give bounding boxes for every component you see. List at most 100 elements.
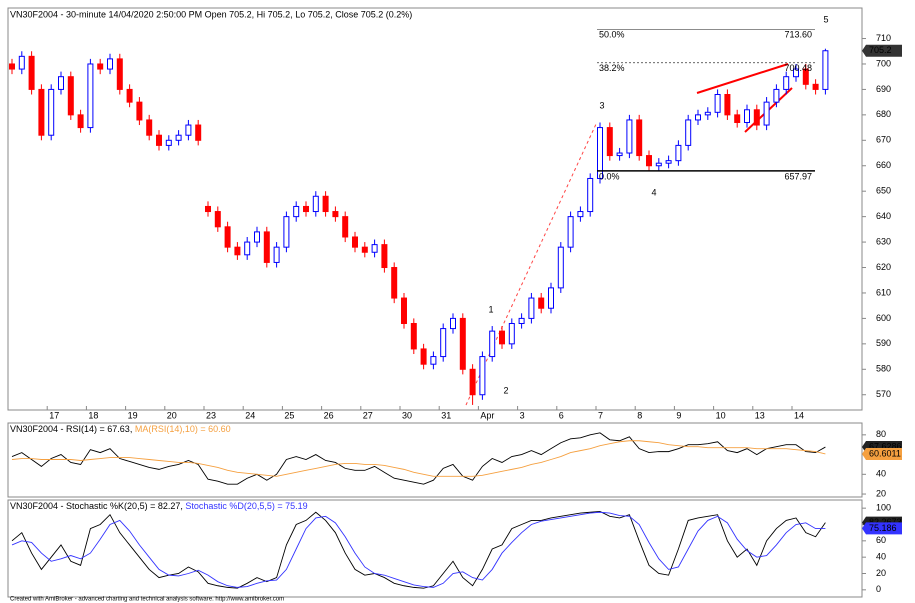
candle-body [567, 216, 574, 248]
wave-label: 2 [503, 385, 508, 395]
indicator-line [11, 511, 826, 588]
candle-body [254, 231, 260, 243]
fib-price: 713.60 [784, 30, 812, 40]
candle-body [244, 241, 251, 256]
candle-body [636, 119, 643, 157]
x-tick-label: 30 [402, 410, 412, 420]
main-pane [7, 7, 863, 411]
y-tick-label: 600 [876, 313, 891, 323]
candle-body [773, 88, 780, 103]
y-tick-label: 650 [876, 186, 891, 196]
y-tick-label: 80 [876, 429, 886, 439]
candle-body [28, 55, 35, 90]
candle-body [165, 139, 172, 146]
candle-body [450, 317, 456, 330]
candle-body [293, 205, 300, 218]
y-tick-label: 700 [876, 58, 891, 68]
candle-body [802, 68, 809, 85]
candle-body [156, 134, 162, 146]
x-tick-label: 31 [441, 410, 451, 420]
candle-body [508, 322, 515, 345]
candle-body [97, 63, 104, 70]
candle-body [205, 205, 211, 213]
fib-price: 700.48 [784, 63, 812, 73]
value-tag [862, 44, 902, 57]
candle-body [410, 322, 417, 350]
value-tag-label: 75.186 [869, 523, 897, 533]
x-tick-label: 14 [794, 410, 804, 420]
x-tick-label: 10 [716, 410, 726, 420]
candle-body [9, 63, 15, 70]
candle-body [597, 127, 603, 179]
x-tick-label: 17 [49, 410, 59, 420]
candle-body [606, 127, 613, 157]
rsi-title: VN30F2004 - RSI(14) = 67.63, MA(RSI(14),… [10, 424, 231, 434]
fib-ratio: 50.0% [599, 30, 625, 40]
candle-body [665, 160, 672, 164]
x-tick-label: 3 [520, 410, 525, 420]
candle-body [175, 134, 182, 141]
candle-body [812, 83, 819, 90]
value-tag-label: 82.2673 [869, 517, 902, 527]
candle-body [38, 88, 45, 136]
wave-line [465, 121, 598, 406]
y-tick-label: 20 [876, 488, 886, 498]
rsi-pane [7, 422, 863, 498]
candle-body [48, 88, 55, 136]
candle-body [312, 195, 319, 213]
x-tick-label: 20 [167, 410, 177, 420]
y-tick-label: 670 [876, 135, 891, 145]
y-tick-label: 660 [876, 160, 891, 170]
candle-body [352, 236, 358, 248]
candle-body [263, 231, 270, 263]
candle-body [675, 144, 682, 162]
candle-body [753, 109, 760, 126]
candle-body [67, 76, 74, 116]
candle-body [557, 246, 564, 289]
candle-body [146, 119, 153, 136]
value-tag [862, 447, 902, 460]
candle-body [685, 119, 692, 146]
value-tag-label: 60.6011 [869, 448, 901, 458]
candle-body [528, 297, 535, 319]
candle-body [793, 68, 799, 78]
candle-body [283, 216, 290, 248]
y-tick-label: 690 [876, 84, 891, 94]
y-tick-label: 100 [876, 503, 891, 513]
y-tick-label: 40 [876, 469, 886, 479]
y-tick-label: 0 [876, 584, 881, 594]
wave-label: 5 [823, 14, 828, 24]
candle-body [126, 88, 133, 103]
fib-ratio: 0.0% [599, 171, 620, 181]
candle-body [224, 226, 231, 248]
x-tick-label: 18 [88, 410, 98, 420]
x-tick-label: 25 [284, 410, 294, 420]
x-tick-label: 19 [128, 410, 138, 420]
candle-body [704, 111, 711, 116]
indicator-line [11, 432, 826, 485]
candle-body [695, 114, 701, 121]
candle-body [361, 246, 368, 253]
value-tag [862, 522, 902, 535]
candle-body [234, 246, 241, 256]
candle-body [469, 368, 476, 396]
candle-body [18, 55, 25, 70]
candle-body [303, 205, 309, 213]
wave-label: 1 [488, 304, 493, 314]
wave-label: 4 [651, 187, 656, 197]
value-tag-label: 67.6286 [869, 441, 902, 451]
y-tick-label: 60 [876, 535, 886, 545]
y-tick-label: 570 [876, 389, 891, 399]
candle-body [616, 152, 623, 157]
indicator-line [11, 440, 826, 477]
y-tick-label: 590 [876, 338, 891, 348]
candle-body [87, 63, 94, 129]
candle-body [381, 244, 388, 269]
candle-body [499, 330, 505, 345]
y-tick-label: 640 [876, 211, 891, 221]
candle-body [822, 50, 829, 90]
candle-body [214, 211, 221, 228]
candle-body [58, 76, 64, 90]
y-tick-label: 680 [876, 109, 891, 119]
candle-body [195, 124, 202, 141]
